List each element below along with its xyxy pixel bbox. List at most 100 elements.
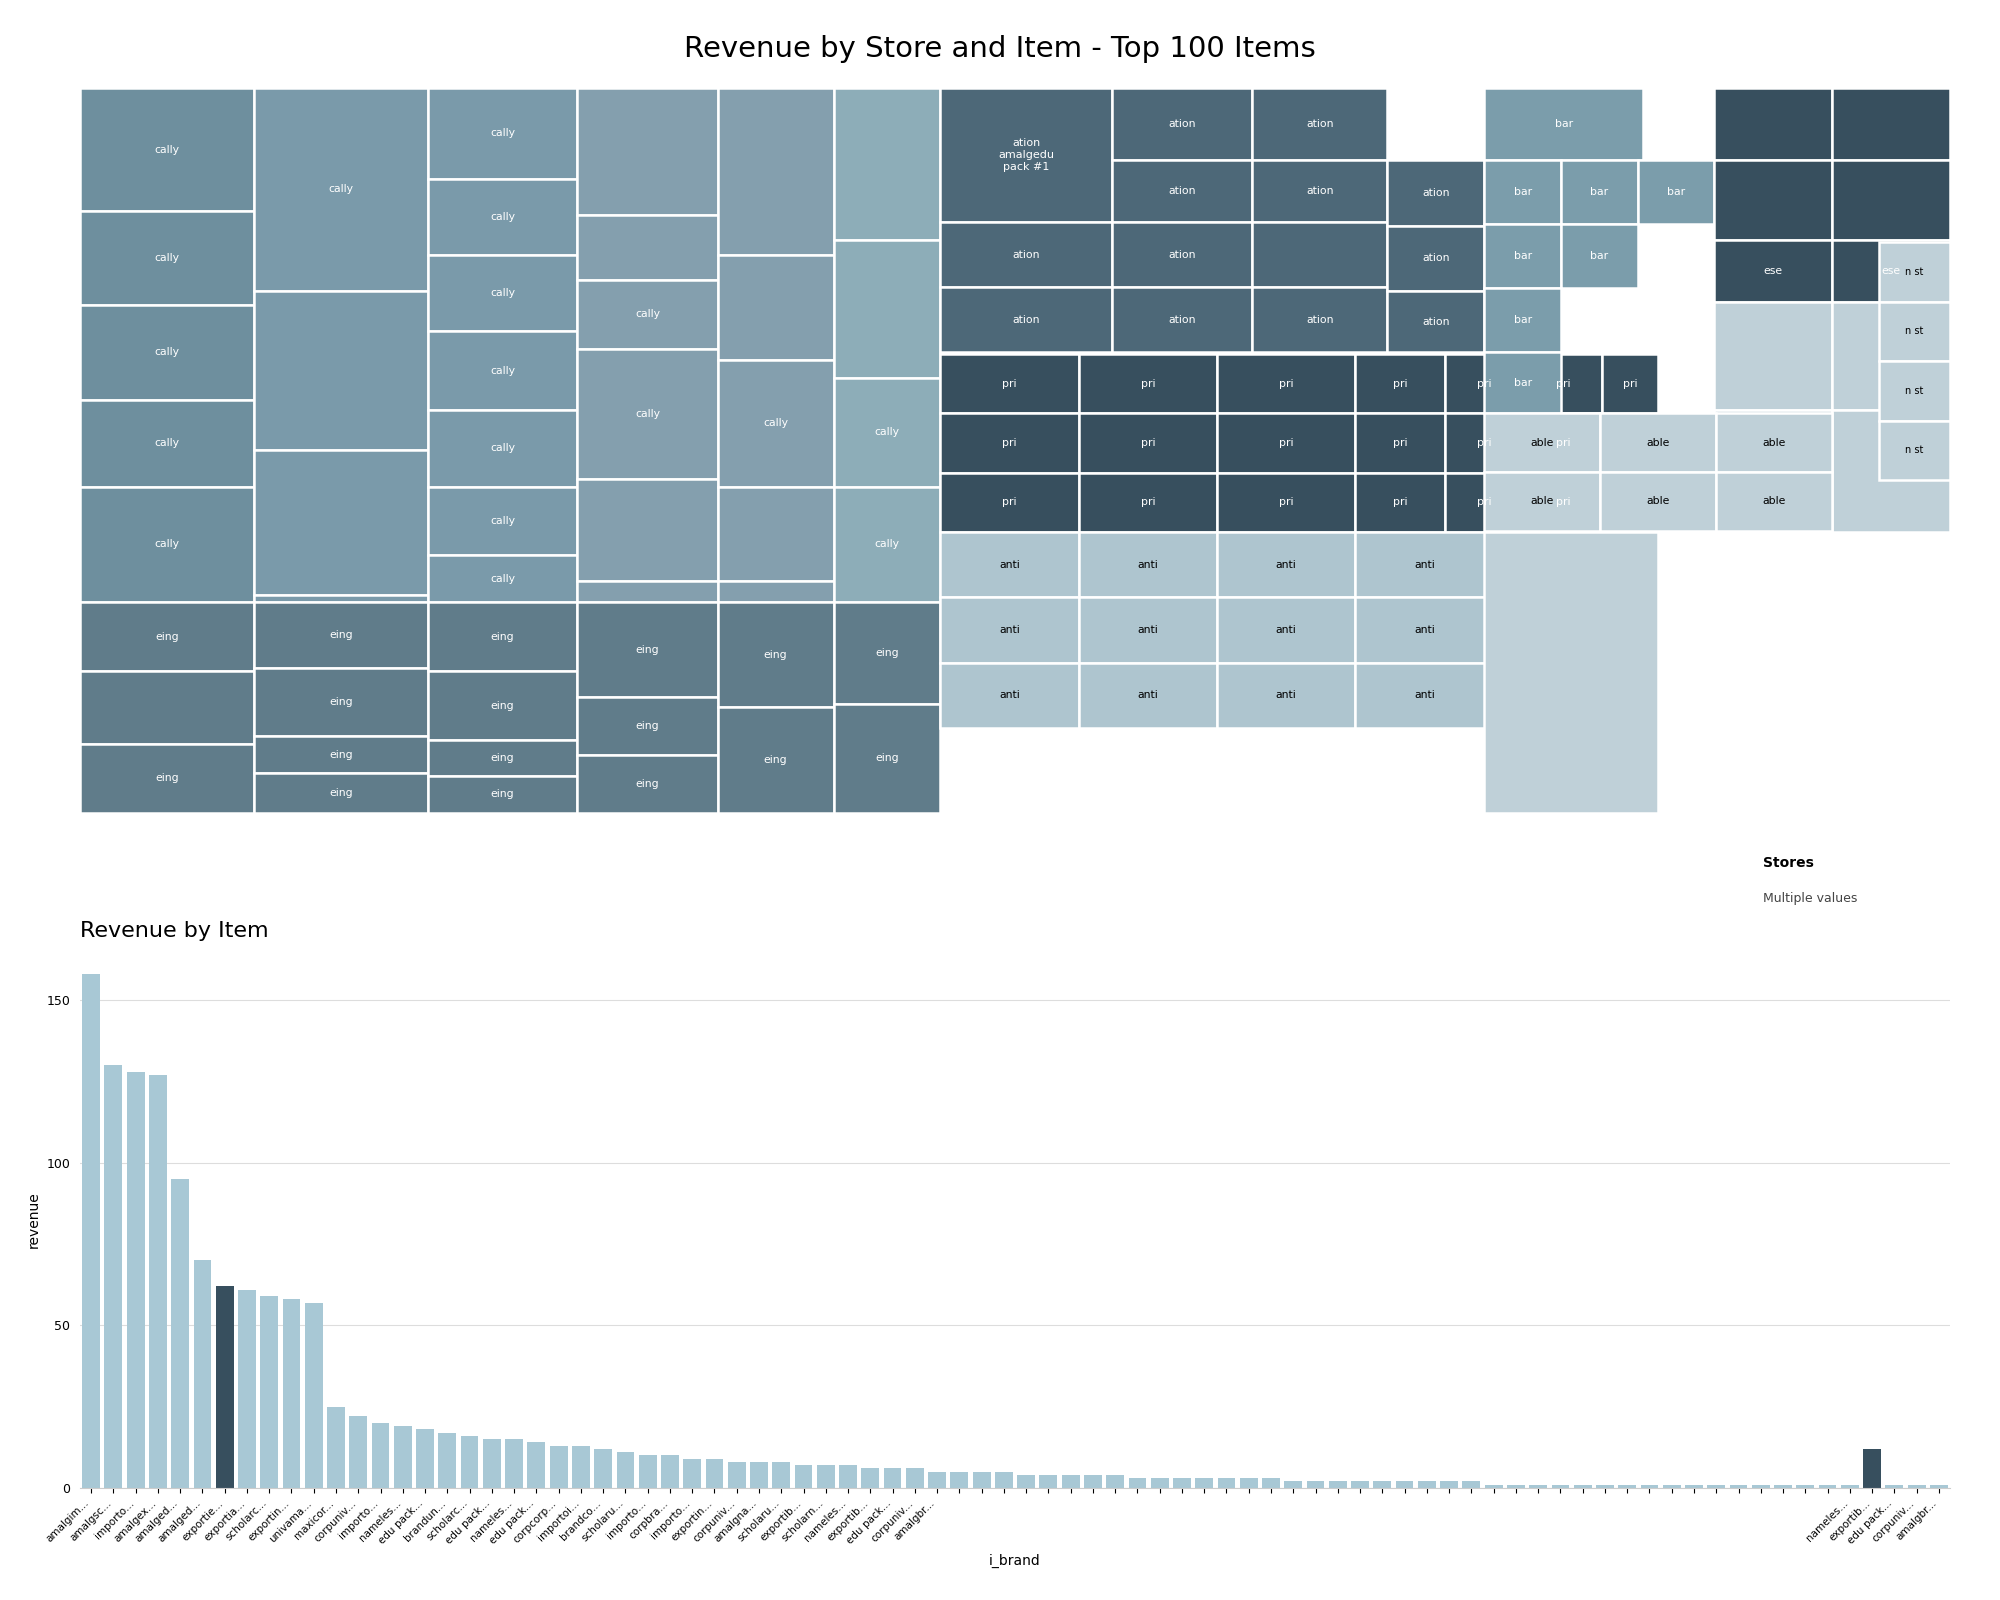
FancyBboxPatch shape bbox=[578, 696, 718, 755]
FancyBboxPatch shape bbox=[1524, 472, 1602, 533]
Text: pri: pri bbox=[1140, 379, 1156, 389]
FancyBboxPatch shape bbox=[1832, 302, 1950, 411]
FancyBboxPatch shape bbox=[940, 288, 1112, 352]
Bar bbox=[1484, 1485, 1502, 1488]
Text: n st: n st bbox=[1906, 267, 1924, 277]
Text: cally: cally bbox=[490, 365, 516, 376]
Text: eing: eing bbox=[156, 632, 178, 642]
Text: cally: cally bbox=[328, 184, 354, 195]
FancyBboxPatch shape bbox=[428, 331, 578, 411]
FancyBboxPatch shape bbox=[1078, 662, 1216, 728]
FancyBboxPatch shape bbox=[80, 400, 254, 486]
Text: bar: bar bbox=[1514, 187, 1532, 197]
FancyBboxPatch shape bbox=[834, 486, 940, 603]
Text: eing: eing bbox=[764, 755, 788, 765]
Bar bbox=[972, 1472, 990, 1488]
Bar bbox=[506, 1440, 524, 1488]
FancyBboxPatch shape bbox=[428, 411, 578, 486]
Bar bbox=[950, 1472, 968, 1488]
Bar bbox=[906, 1469, 924, 1488]
FancyBboxPatch shape bbox=[578, 581, 718, 603]
FancyBboxPatch shape bbox=[1112, 222, 1252, 288]
FancyBboxPatch shape bbox=[1446, 472, 1524, 533]
Text: pri: pri bbox=[1622, 379, 1638, 389]
Bar bbox=[928, 1472, 946, 1488]
Text: pri: pri bbox=[1278, 438, 1294, 448]
Bar bbox=[394, 1426, 412, 1488]
Bar bbox=[1084, 1475, 1102, 1488]
Bar bbox=[282, 1299, 300, 1488]
FancyBboxPatch shape bbox=[940, 472, 1078, 533]
Text: cally: cally bbox=[490, 574, 516, 584]
Bar bbox=[1640, 1485, 1658, 1488]
Text: ation: ation bbox=[1012, 250, 1040, 259]
Bar bbox=[1752, 1485, 1770, 1488]
FancyBboxPatch shape bbox=[1600, 413, 1716, 472]
FancyBboxPatch shape bbox=[1494, 533, 1602, 597]
FancyBboxPatch shape bbox=[940, 88, 1112, 222]
Text: pri: pri bbox=[1478, 438, 1492, 448]
Text: eing: eing bbox=[764, 650, 788, 659]
Text: n st: n st bbox=[1906, 386, 1924, 395]
FancyBboxPatch shape bbox=[1832, 240, 1950, 302]
Bar bbox=[706, 1459, 724, 1488]
FancyBboxPatch shape bbox=[834, 603, 940, 704]
Text: eing: eing bbox=[636, 720, 660, 731]
Text: cally: cally bbox=[490, 443, 516, 453]
FancyBboxPatch shape bbox=[1216, 597, 1356, 662]
Bar bbox=[1774, 1485, 1792, 1488]
FancyBboxPatch shape bbox=[718, 360, 834, 486]
FancyBboxPatch shape bbox=[1356, 413, 1446, 472]
FancyBboxPatch shape bbox=[1484, 413, 1600, 472]
Text: anti: anti bbox=[1414, 626, 1434, 635]
Bar bbox=[728, 1462, 746, 1488]
FancyBboxPatch shape bbox=[1602, 354, 1658, 413]
FancyBboxPatch shape bbox=[1356, 662, 1494, 728]
Text: ation: ation bbox=[1422, 317, 1450, 326]
FancyBboxPatch shape bbox=[428, 603, 578, 672]
FancyBboxPatch shape bbox=[428, 555, 578, 603]
FancyBboxPatch shape bbox=[718, 254, 834, 360]
FancyBboxPatch shape bbox=[834, 704, 940, 813]
Text: pri: pri bbox=[1002, 379, 1016, 389]
Bar bbox=[1284, 1482, 1302, 1488]
FancyBboxPatch shape bbox=[1216, 533, 1356, 597]
Text: cally: cally bbox=[154, 438, 180, 448]
Text: pri: pri bbox=[1478, 498, 1492, 507]
Text: cally: cally bbox=[874, 427, 900, 437]
FancyBboxPatch shape bbox=[1078, 472, 1216, 533]
Text: cally: cally bbox=[490, 288, 516, 298]
FancyBboxPatch shape bbox=[1878, 421, 1950, 480]
Text: eing: eing bbox=[636, 779, 660, 789]
Bar bbox=[1730, 1485, 1748, 1488]
FancyBboxPatch shape bbox=[718, 486, 834, 581]
FancyBboxPatch shape bbox=[1878, 362, 1950, 421]
FancyBboxPatch shape bbox=[718, 707, 834, 813]
Text: able: able bbox=[1646, 438, 1670, 448]
Bar bbox=[750, 1462, 768, 1488]
Bar bbox=[1306, 1482, 1324, 1488]
FancyBboxPatch shape bbox=[254, 603, 428, 667]
Text: bar: bar bbox=[1666, 187, 1686, 197]
Text: pri: pri bbox=[1478, 379, 1492, 389]
Text: cally: cally bbox=[154, 539, 180, 549]
Text: cally: cally bbox=[154, 253, 180, 264]
FancyBboxPatch shape bbox=[80, 486, 254, 603]
Text: anti: anti bbox=[1276, 690, 1296, 701]
Bar bbox=[616, 1453, 634, 1488]
Text: ation: ation bbox=[1306, 186, 1334, 197]
Bar bbox=[1352, 1482, 1368, 1488]
Bar bbox=[1418, 1482, 1436, 1488]
FancyBboxPatch shape bbox=[1832, 160, 1950, 240]
Bar bbox=[1196, 1478, 1214, 1488]
Bar bbox=[1708, 1485, 1726, 1488]
FancyBboxPatch shape bbox=[428, 741, 578, 776]
FancyBboxPatch shape bbox=[1388, 160, 1484, 226]
Bar bbox=[1930, 1485, 1948, 1488]
FancyBboxPatch shape bbox=[80, 744, 254, 813]
Bar bbox=[1574, 1485, 1592, 1488]
Text: ation: ation bbox=[1306, 120, 1334, 130]
Text: eing: eing bbox=[490, 789, 514, 800]
Bar bbox=[350, 1416, 368, 1488]
Bar bbox=[216, 1286, 234, 1488]
